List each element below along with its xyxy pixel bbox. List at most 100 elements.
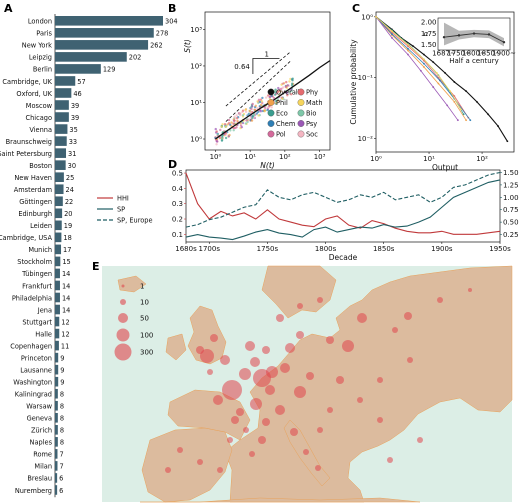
bar-value-label: 202 (129, 54, 142, 62)
x-tick-label: 10² (279, 153, 291, 161)
ccdf-frame (375, 11, 515, 153)
x-tick-label: 10¹ (244, 153, 256, 161)
ccdf-point (422, 58, 425, 61)
bar-value-label: 24 (66, 186, 74, 194)
bar (55, 124, 68, 134)
ccdf-point (487, 113, 490, 116)
scatter-point (259, 103, 263, 107)
scatter-point (256, 107, 259, 110)
legend-label: Soc (306, 131, 318, 139)
bar (55, 316, 60, 327)
scatter-point (280, 83, 283, 86)
y-tick-label: 10² (190, 62, 202, 70)
bar-category-label: London (28, 18, 52, 26)
legend-label: Phil (276, 99, 288, 107)
scatter-point (236, 119, 239, 123)
city-bubble (306, 372, 314, 380)
bar-value-label: 22 (65, 198, 73, 206)
scatter-point (216, 133, 219, 136)
city-bubble (437, 297, 443, 303)
ccdf-point (444, 71, 446, 74)
decade-frame (185, 169, 501, 243)
scatter-point (218, 136, 222, 140)
ccdf-point (449, 90, 452, 93)
scatter-point (223, 122, 227, 126)
decade-line-chart: 1680s 1700s 1750s 1800s 1850s 1900s 1950s 0.1 0.… (97, 169, 519, 262)
city-bubble (217, 467, 223, 473)
city-bubble (227, 437, 233, 443)
city-bubble (265, 385, 275, 395)
inset-x-axis-label: Half a century (449, 57, 499, 65)
bar-category-label: Oxford, UK (16, 90, 52, 98)
panel-letter-b: B (168, 2, 176, 15)
scatter-point (227, 121, 231, 125)
city-bubble (342, 340, 354, 352)
bar-category-label: Saint Petersburg (0, 150, 52, 158)
legend-marker (297, 109, 305, 117)
city-bubble (249, 451, 255, 457)
city-bubble (236, 408, 244, 416)
scatter-point (281, 86, 285, 89)
bar-value-label: 12 (61, 330, 69, 338)
bar (55, 88, 72, 98)
x-tick-label: 1750s (257, 245, 279, 253)
x-tick-label: 10² (476, 155, 488, 163)
ccdf-point (476, 100, 478, 103)
bar-value-label: 17 (63, 246, 71, 254)
bar (55, 76, 76, 86)
x-axis-label: N(t) (260, 161, 274, 170)
bar (55, 160, 66, 170)
scatter-point (250, 119, 254, 122)
y-tick-label: 10⁻² (358, 135, 374, 143)
scatter-frame (204, 11, 331, 151)
bar-category-label: Jena (37, 306, 52, 314)
bar (55, 52, 127, 62)
right-tick-label: 0.25 (503, 231, 519, 239)
inset-y-tick-label: 1.75 (421, 30, 437, 38)
bar (55, 16, 163, 26)
city-bubble (196, 346, 204, 354)
bar-category-label: Frankfurt (22, 282, 52, 290)
y-tick-label: 10⁰ (190, 136, 202, 144)
bar-value-label: 46 (73, 90, 81, 98)
city-bubble (250, 398, 262, 410)
ccdf-point (407, 47, 409, 50)
size-legend-bubble (114, 343, 132, 361)
scatter-point (268, 95, 272, 99)
ccdf-point (407, 43, 409, 46)
city-bubble (262, 346, 270, 354)
bar (55, 364, 59, 375)
x-tick-label: 1900s (431, 245, 453, 253)
bar (55, 244, 62, 255)
scatter-point (291, 77, 294, 80)
size-legend-bubble (116, 328, 130, 342)
bar-value-label: 31 (68, 150, 76, 158)
bar (55, 112, 69, 122)
inset-y-tick-label: 1.50 (421, 41, 437, 49)
scaling-scatter-chart: 10⁰ 10⁰ 10¹ 10¹ 10² 10² 10³ 10³ N(t) S(t) 1 0.64 Ove… (183, 11, 331, 170)
map-landmass (165, 333, 187, 361)
legend-label: Overall (276, 89, 300, 97)
reference-line-upper (225, 51, 292, 107)
scatter-point (251, 115, 254, 118)
bar-value-label: 8 (60, 415, 64, 423)
left-tick-label: 0.4 (172, 185, 184, 193)
city-bubble (262, 418, 270, 426)
legend-label: Eco (276, 110, 288, 118)
legend-label: Bio (306, 110, 316, 118)
ccdf-point (375, 15, 377, 18)
bar-category-label: Breslau (27, 475, 52, 483)
scatter-point (261, 96, 264, 100)
bar (55, 28, 154, 38)
bar (55, 449, 58, 459)
ccdf-point (465, 119, 468, 122)
scatter-point (239, 113, 242, 117)
bar-value-label: 6 (59, 487, 63, 495)
bar (55, 437, 58, 447)
right-tick-label: 1.00 (503, 194, 519, 202)
panel-letter-a: A (4, 2, 13, 15)
scatter-point (272, 96, 276, 100)
city-bubble (275, 405, 285, 415)
bar-category-label: New Haven (14, 174, 52, 182)
ccdf-point (422, 62, 425, 65)
